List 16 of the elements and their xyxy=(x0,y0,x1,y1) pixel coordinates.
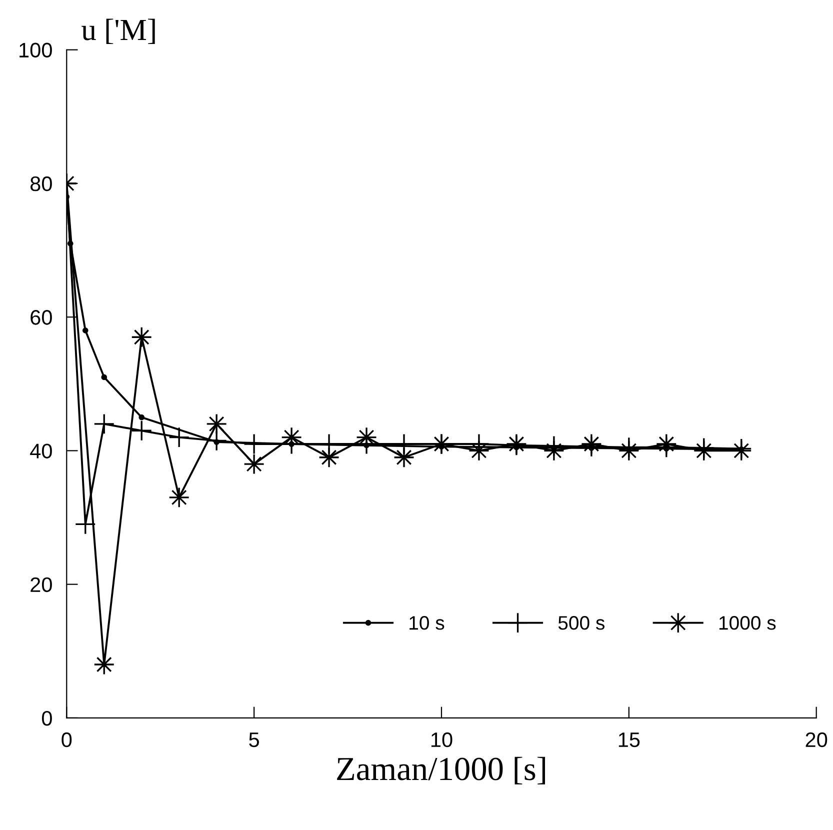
legend-label: 1000 s xyxy=(719,616,776,630)
y-tick-label: 40 xyxy=(30,444,52,458)
y-tick-label: 80 xyxy=(30,176,52,192)
y-tick-label: 0 xyxy=(42,710,52,726)
x-tick-label: 20 xyxy=(806,732,828,748)
y-tick-label: 20 xyxy=(30,577,52,592)
x-tick-label: 15 xyxy=(618,732,640,748)
x-tick-label: 0 xyxy=(62,732,72,748)
y-tick-label: 100 xyxy=(20,42,52,58)
x-tick-label: 10 xyxy=(431,732,452,748)
y-tick-label: 60 xyxy=(30,310,52,325)
legend-label: 10 s xyxy=(410,616,444,630)
legend-label: 500 s xyxy=(558,616,604,630)
y-axis-title: u ['M] xyxy=(82,18,155,44)
x-tick-label: 5 xyxy=(249,732,259,748)
x-axis-title: Zaman/1000 [s] xyxy=(337,756,546,784)
